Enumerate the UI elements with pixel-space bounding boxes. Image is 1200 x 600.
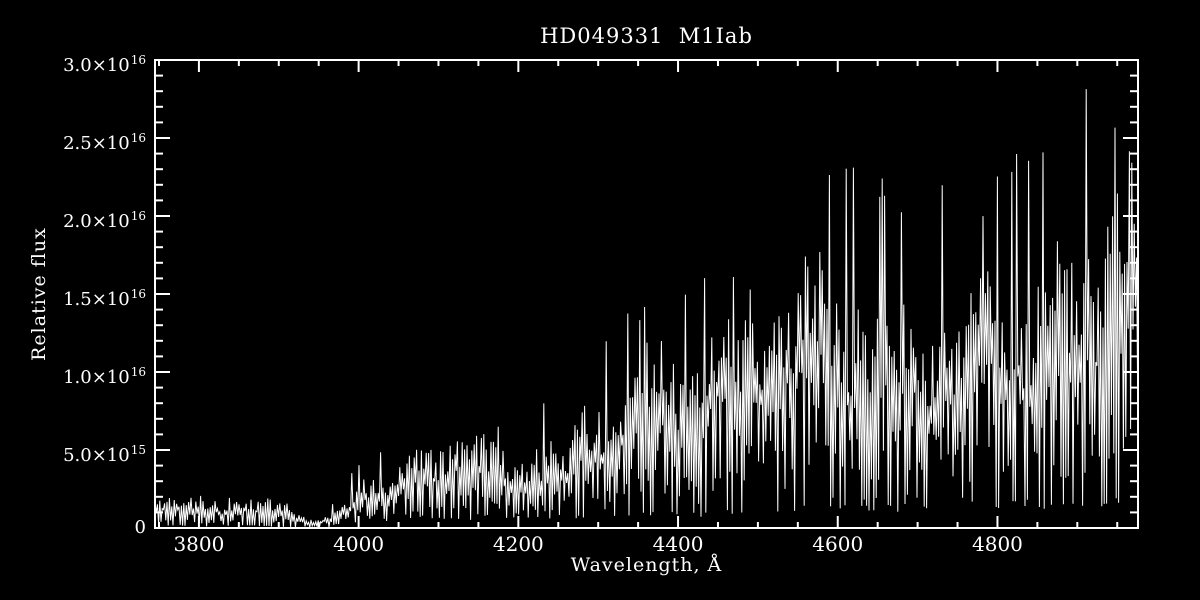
x-tick-label: 4800 — [972, 532, 1023, 556]
chart-title: HD049331 M1Iab — [540, 24, 753, 48]
y-tick-label: 1.0×1016 — [63, 365, 146, 388]
x-tick-label: 3800 — [173, 532, 225, 556]
x-axis-title: Wavelength, Å — [570, 554, 723, 576]
y-tick-label: 1.5×1016 — [63, 287, 146, 310]
y-tick-label: 0 — [134, 517, 146, 538]
y-tick-label: 3.0×1016 — [63, 53, 146, 76]
x-tick-label: 4400 — [652, 532, 704, 556]
x-tick-label: 4000 — [333, 532, 385, 556]
y-tick-label: 2.5×1016 — [63, 131, 146, 154]
spectrum-line — [155, 89, 1138, 528]
y-tick-label: 5.0×1015 — [63, 443, 146, 466]
x-tick-label: 4600 — [812, 532, 864, 556]
x-tick-label: 4200 — [492, 532, 544, 556]
y-tick-label: 2.0×1016 — [63, 209, 146, 232]
